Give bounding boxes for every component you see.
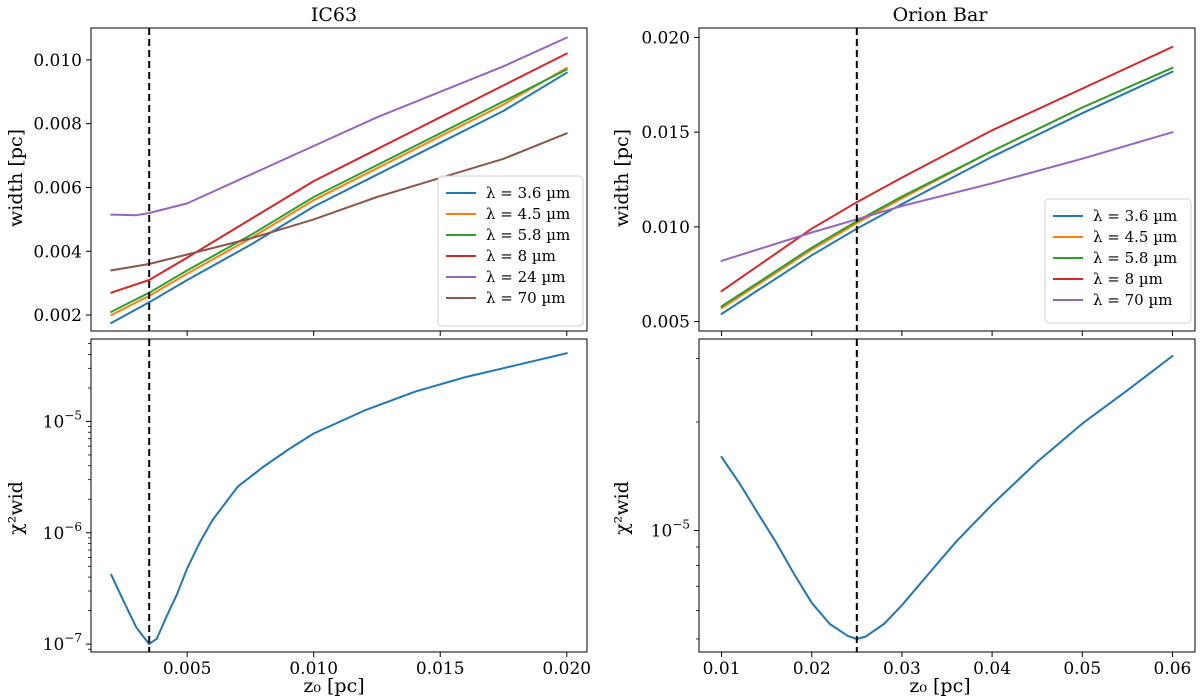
orion-width-ytick-label: 0.010 xyxy=(641,218,690,238)
ic63-width-axes-frame xyxy=(90,27,588,332)
ic63-width-ytick-label: 0.008 xyxy=(33,115,82,135)
orion-width-series-4 xyxy=(720,131,1174,262)
ic63-chi2-axes-frame xyxy=(90,338,588,653)
orion-width-ytick-label: 0.020 xyxy=(641,28,690,48)
ic63-width-ytick-label: 0.002 xyxy=(33,306,82,326)
orion-chi2-xtick-label: 0.03 xyxy=(883,659,921,679)
orion-width-series-0 xyxy=(720,70,1174,315)
orion-chi2-xtick-label: 0.06 xyxy=(1154,659,1192,679)
orion-width-legend: λ = 3.6 µm λ = 4.5 µm λ = 5.8 µm λ = 8 µm λ … xyxy=(1044,198,1192,324)
orion-width-ytick-label: 0.005 xyxy=(641,313,690,333)
ic63-width-legend-entry: λ = 8 µm xyxy=(486,247,556,265)
orion-chi2-xtick-label: 0.02 xyxy=(793,659,831,679)
orion-width-axes-frame xyxy=(698,27,1196,332)
ic63-width-series-5 xyxy=(110,132,568,272)
orion-chi2-xtick-label: 0.01 xyxy=(703,659,741,679)
ic63-chi2-xtick-label: 0.010 xyxy=(289,659,338,679)
ic63-width-series-1 xyxy=(110,66,568,317)
orion-width-legend-entry: λ = 8 µm xyxy=(1093,270,1163,288)
orion-chi2-xtick-label: 0.04 xyxy=(973,659,1011,679)
ic63-title: IC63 xyxy=(311,4,357,26)
orion-xlabel: z₀ [pc] xyxy=(909,675,970,697)
ic63-width-legend-entry: λ = 5.8 µm xyxy=(486,226,570,244)
ic63-width-legend-entry: λ = 4.5 µm xyxy=(486,205,570,223)
ic63-width-ytick-label: 0.006 xyxy=(33,178,82,198)
orion-chi2-panel: 0.01 0.02 0.03 0.04 0.05 0.06 10−5 xyxy=(651,338,1196,679)
ic63-xlabel: z₀ [pc] xyxy=(303,675,364,697)
orion-width-panel: 0.005 0.010 0.015 0.020 λ = 3.6 µm λ = 4.5 µm… xyxy=(641,27,1196,336)
ic63-ylabel-chi2: χ²wid xyxy=(5,481,27,535)
orion-chi2-ytick-label: 10−5 xyxy=(651,517,690,541)
orion-chi2-xtick-label: 0.05 xyxy=(1063,659,1101,679)
ic63-chi2-series-0 xyxy=(110,352,568,646)
orion-ylabel-width: width [pc] xyxy=(611,129,633,227)
ic63-width-series-0 xyxy=(110,71,568,324)
ic63-width-legend-entry: λ = 70 µm xyxy=(486,289,565,307)
ic63-width-legend-entry: λ = 24 µm xyxy=(486,268,565,286)
ic63-chi2-xtick-label: 0.005 xyxy=(163,659,212,679)
orion-width-legend-entry: λ = 4.5 µm xyxy=(1093,228,1177,246)
orion-width-ytick-label: 0.015 xyxy=(641,123,690,143)
orion-width-series-2 xyxy=(720,66,1174,308)
ic63-width-series-2 xyxy=(110,68,568,313)
ic63-chi2-panel: 0.005 0.010 0.015 0.020 10−7 10−6 10−5 xyxy=(43,338,591,679)
ic63-chi2-ytick-label: 10−7 xyxy=(43,631,82,655)
ic63-width-series-4 xyxy=(110,36,568,217)
orion-width-legend-entry: λ = 70 µm xyxy=(1093,291,1172,309)
orion-chi2-series-0 xyxy=(720,355,1174,640)
ic63-width-ytick-label: 0.004 xyxy=(33,242,82,262)
ic63-chi2-ytick-label: 10−6 xyxy=(43,520,82,544)
ic63-width-ytick-label: 0.010 xyxy=(33,51,82,71)
ic63-chi2-xtick-label: 0.015 xyxy=(416,659,465,679)
orion-ylabel-chi2: χ²wid xyxy=(611,481,633,535)
orion-width-series-3 xyxy=(720,45,1174,293)
orion-width-legend-entry: λ = 3.6 µm xyxy=(1093,207,1177,225)
ic63-width-legend-entry: λ = 3.6 µm xyxy=(486,184,570,202)
orion-chi2-axes-frame xyxy=(698,338,1196,653)
orion-width-legend-entry: λ = 5.8 µm xyxy=(1093,249,1177,267)
ic63-width-series-3 xyxy=(110,52,568,294)
ic63-width-legend: λ = 3.6 µm λ = 4.5 µm λ = 5.8 µm λ = 8 µm λ … xyxy=(437,175,584,327)
ic63-chi2-xtick-label: 0.020 xyxy=(542,659,591,679)
ic63-width-panel: 0.002 0.004 0.006 0.008 0.010 λ = 3.6 µm λ = 4… xyxy=(33,27,588,336)
ic63-chi2-ytick-label: 10−5 xyxy=(43,408,82,432)
ic63-ylabel-width: width [pc] xyxy=(5,129,27,227)
orion-title: Orion Bar xyxy=(893,4,989,26)
